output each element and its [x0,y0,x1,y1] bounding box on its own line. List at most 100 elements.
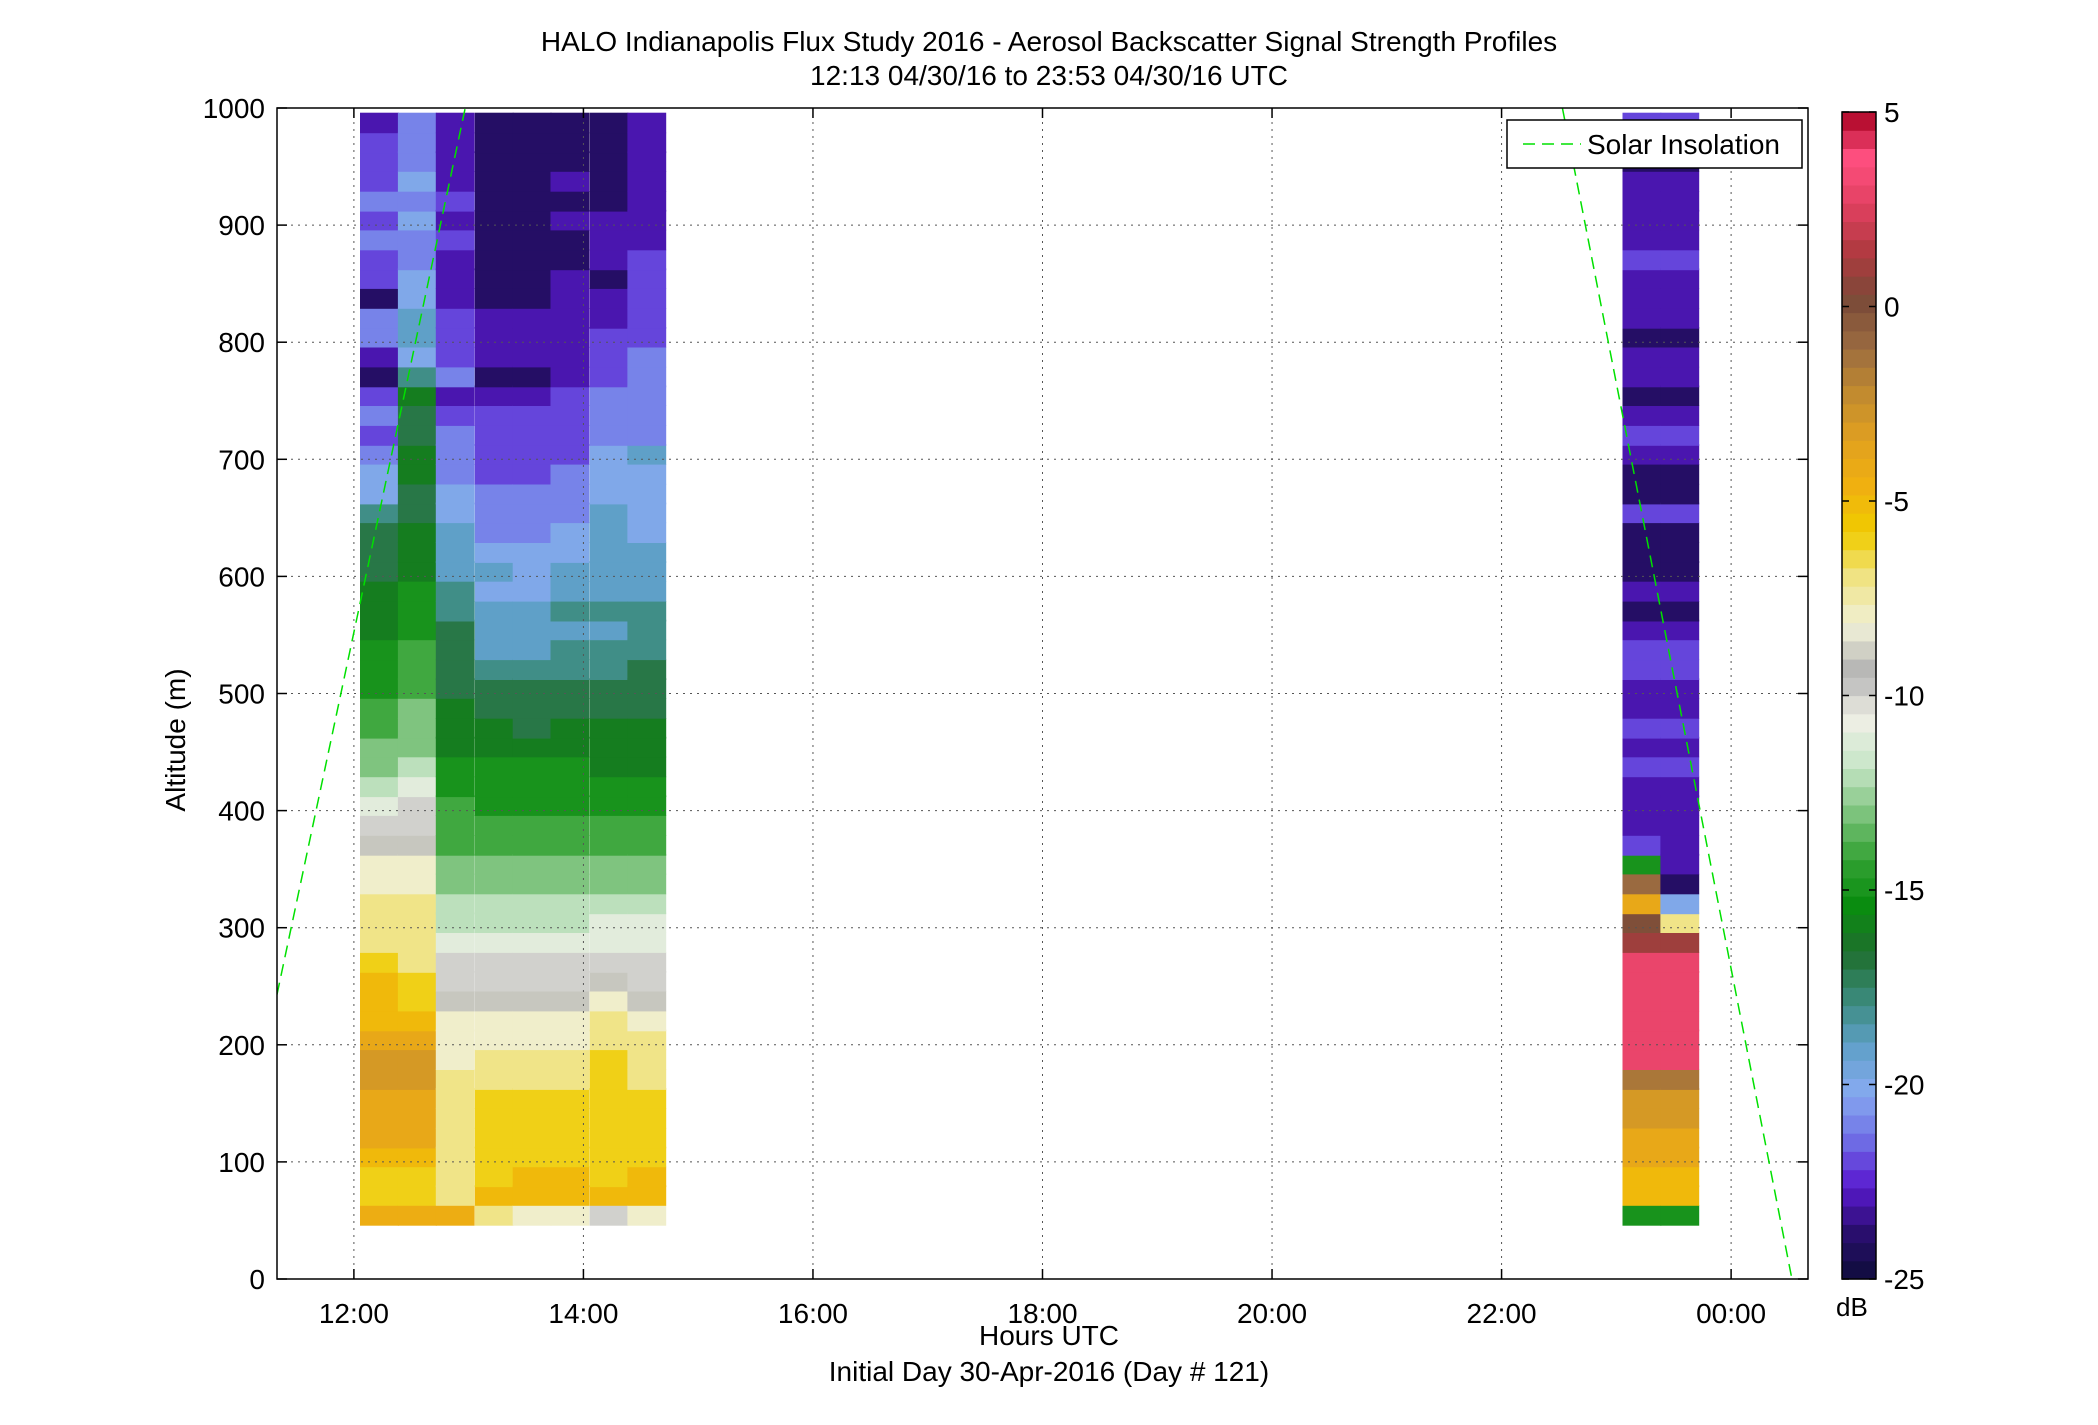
heatmap-cell [550,698,590,719]
heatmap-cell [360,835,399,856]
heatmap-cell [589,1185,629,1206]
heatmap-cell [397,1088,437,1109]
heatmap-cell [589,581,629,602]
heatmap-cell [474,873,514,895]
heatmap-cell [435,1108,475,1129]
heatmap-cell [627,444,667,465]
heatmap-cell [589,912,629,933]
axis-ticks: 12:00 14:00 16:00 18:00 20:00 22:00 00:00 0 100 2… [203,93,1808,1329]
heatmap-cell [474,444,514,465]
heatmap-cell [1622,327,1662,348]
heatmap-cell [1660,522,1700,543]
heatmap-cell [550,483,590,505]
heatmap-cell [512,853,552,875]
heatmap-cell [550,288,590,309]
heatmap-cell [589,1127,629,1149]
heatmap-cell [1622,601,1662,622]
heatmap-cell [512,1205,552,1226]
heatmap-cell [397,444,437,465]
heatmap-cell [512,132,552,154]
heatmap-cell [1622,659,1662,680]
heatmap-cell [435,698,475,719]
colorbar-swatch [1842,1260,1876,1280]
heatmap-cell [512,1185,552,1206]
heatmap-cell [589,1108,629,1129]
heatmap-cell [360,932,399,953]
colorbar-swatch [1842,586,1876,605]
heatmap-cell [435,542,475,563]
heatmap-cell [1660,346,1700,368]
heatmap-cell [474,756,514,778]
heatmap-cell [397,990,437,1012]
heatmap-cell [435,873,475,895]
heatmap-cell [589,425,629,446]
heatmap-cell [1660,464,1700,485]
heatmap-cell [397,425,437,446]
heatmap-cell [1622,171,1662,192]
heatmap-cell [397,542,437,563]
colorbar-swatch [1842,1078,1876,1098]
colorbar-unit-label: dB [1836,1292,1868,1322]
heatmap-cell [1660,601,1700,622]
heatmap-cell [474,1069,514,1090]
heatmap-cells [360,112,1700,1226]
heatmap-cell [627,249,667,271]
heatmap-cell [627,659,667,680]
colorbar-swatch [1842,385,1876,405]
heatmap-cell [474,191,514,212]
heatmap-cell [589,1069,629,1090]
heatmap-cell [512,366,552,388]
heatmap-cell [360,132,399,154]
heatmap-cell [474,542,514,563]
heatmap-cell [435,619,475,641]
heatmap-cell [550,736,590,758]
heatmap-cell [397,385,437,406]
heatmap-cell [512,698,552,719]
heatmap-cell [435,1088,475,1109]
heatmap-cell [550,151,590,172]
heatmap-cell [512,1146,552,1168]
heatmap-cell [360,171,399,192]
heatmap-cell [1622,444,1662,465]
heatmap-cell [360,776,399,798]
heatmap-cell [589,151,629,172]
heatmap-cell [512,873,552,895]
y-tick-label: 300 [218,913,265,944]
heatmap-cell [550,1146,590,1168]
heatmap-cell [1622,268,1662,289]
heatmap-cell [360,209,399,231]
heatmap-cell [589,209,629,231]
heatmap-cell [474,952,514,973]
heatmap-cell [397,249,437,271]
heatmap-cell [627,873,667,895]
heatmap-cell [474,385,514,406]
heatmap-cell [435,483,475,505]
heatmap-cell [360,756,399,778]
heatmap-cell [627,1146,667,1168]
heatmap-cell [512,1108,552,1129]
heatmap-cell [397,795,437,816]
heatmap-cell [589,522,629,543]
heatmap-cell [550,268,590,289]
heatmap-cell [627,132,667,154]
heatmap-cell [474,522,514,543]
heatmap-cell [435,971,475,992]
heatmap-cell [474,346,514,368]
heatmap-cell [627,561,667,582]
heatmap-cell [397,1108,437,1129]
heatmap-cell [435,1069,475,1090]
heatmap-cell [1660,678,1700,699]
heatmap-cell [474,171,514,192]
heatmap-cell [589,561,629,582]
heatmap-cell [512,209,552,231]
heatmap-cell [512,795,552,816]
heatmap-cell [1660,815,1700,836]
heatmap-cell [512,171,552,192]
heatmap-cell [1622,581,1662,602]
heatmap-cell [1660,776,1700,798]
colorbar-swatch [1842,403,1876,423]
heatmap-cell [627,619,667,641]
y-tick-label: 200 [218,1030,265,1061]
heatmap-cell [550,853,590,875]
heatmap-cell [512,835,552,856]
